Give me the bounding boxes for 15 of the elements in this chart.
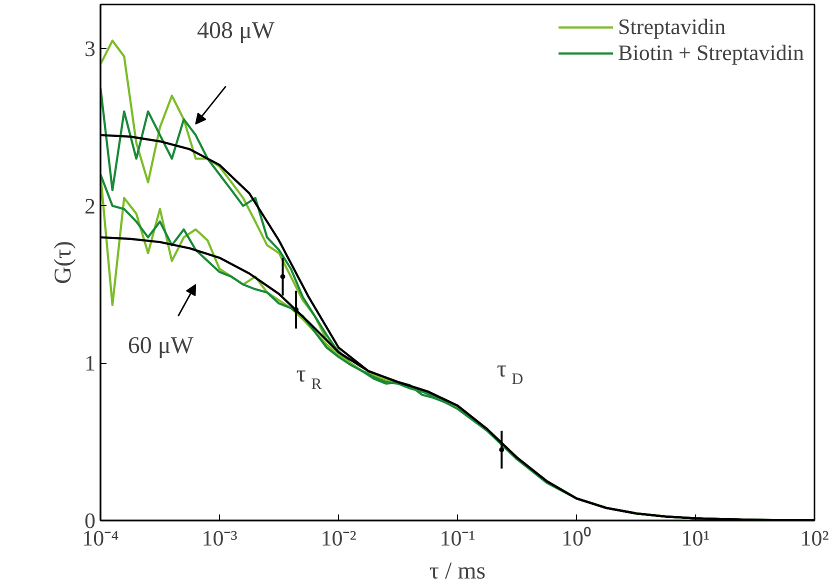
legend-label: Biotin + Streptavidin <box>618 40 804 66</box>
y-tick-label: 3 <box>84 36 96 62</box>
x-tick-label: 10⁰ <box>562 526 592 550</box>
x-tick-label: 10⁻³ <box>202 526 238 550</box>
y-axis-title: G(τ) <box>50 241 76 284</box>
y-tick-label: 2 <box>84 193 96 218</box>
y-tick-label: 1 <box>84 350 96 376</box>
x-tick-label: 10¹ <box>681 526 710 550</box>
annotation: 60 μW <box>128 332 194 359</box>
x-tick-label: 10⁻² <box>320 526 357 550</box>
x-tick-label: 10² <box>800 526 830 550</box>
x-tick-label: 10⁻¹ <box>440 526 476 550</box>
legend-label: Streptavidin <box>618 14 726 40</box>
x-axis-title: τ / ms <box>429 558 486 584</box>
annotation: 408 μW <box>197 18 275 44</box>
